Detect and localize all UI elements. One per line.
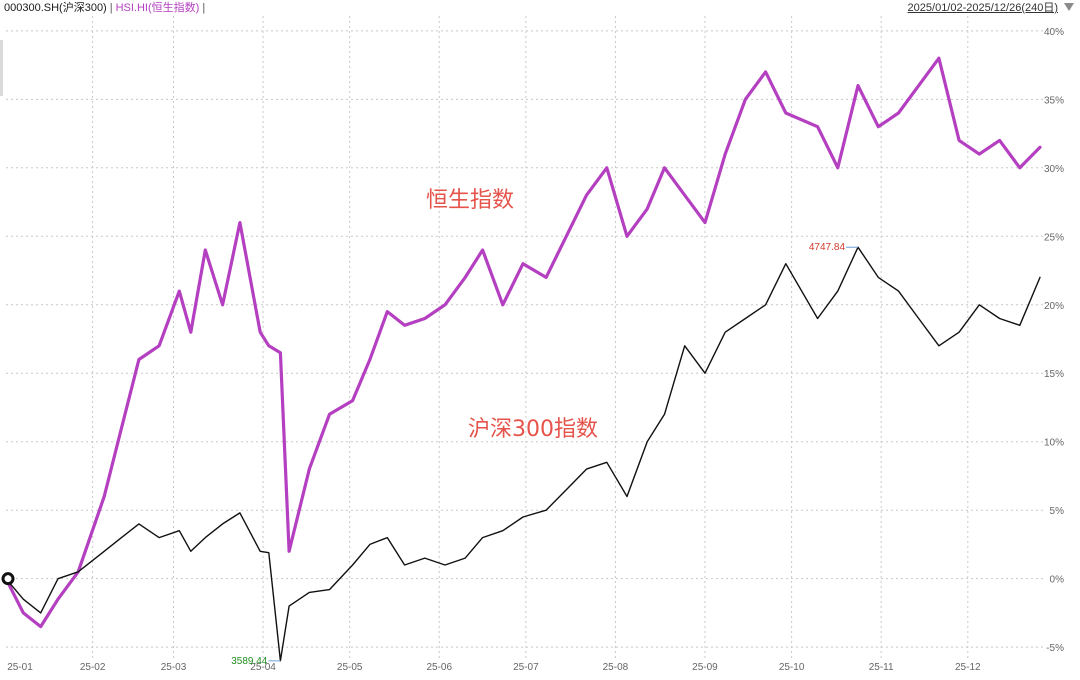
y-tick-label: 0% (1050, 575, 1065, 586)
date-range[interactable]: 2025/01/02-2025/12/26(240日) (908, 0, 1058, 16)
y-axis-ticks: 40% 35% 30% 25% 20% 15% 10% 5% 0% -5% (1044, 27, 1064, 654)
y-tick-label: 35% (1044, 95, 1064, 106)
legend: 000300.SH(沪深300) | HSI.HI(恒生指数) | (4, 0, 208, 16)
x-tick-label: 25-08 (603, 662, 629, 673)
x-tick-label: 25-02 (80, 662, 106, 673)
x-tick-label: 25-07 (513, 662, 539, 673)
scroll-handle[interactable] (0, 40, 3, 96)
legend-csi300[interactable]: 000300.SH(沪深300) (4, 2, 107, 14)
y-tick-label: -5% (1046, 643, 1064, 654)
csi300-line (5, 246, 1041, 662)
x-tick-label: 25-03 (161, 662, 187, 673)
legend-hsi[interactable]: HSI.HI(恒生指数) (115, 2, 200, 14)
y-tick-label: 5% (1050, 506, 1065, 517)
csi300-annotation: 沪深300指数 (468, 417, 598, 442)
y-tick-label: 40% (1044, 27, 1064, 38)
x-tick-label: 25-04 (250, 662, 276, 673)
min-marker-label: 3589.44 (231, 656, 268, 667)
legend-separator-end: | (202, 2, 206, 14)
series-lines (4, 56, 1042, 662)
max-marker-label: 4747.84 (809, 242, 846, 253)
x-tick-label: 25-06 (426, 662, 452, 673)
chart-header: 000300.SH(沪深300) | HSI.HI(恒生指数) | 2025/01/0… (0, 0, 1080, 16)
y-tick-label: 30% (1044, 164, 1064, 175)
origin-marker[interactable] (1, 572, 15, 586)
x-tick-label: 25-12 (955, 662, 981, 673)
y-tick-label: 10% (1044, 438, 1064, 449)
y-tick-label: 25% (1044, 232, 1064, 243)
x-tick-label: 25-11 (869, 662, 894, 673)
date-range-label[interactable]: 2025/01/02-2025/12/26(240日) (907, 2, 1058, 14)
x-tick-label: 25-10 (779, 662, 805, 673)
hsi-line (4, 56, 1042, 629)
chevron-down-icon[interactable] (1064, 3, 1074, 11)
x-tick-label: 25-05 (337, 662, 363, 673)
hsi-annotation: 恒生指数 (426, 188, 514, 213)
x-tick-label: 25-09 (692, 662, 718, 673)
legend-separator: | (109, 2, 113, 14)
extreme-markers: 4747.84 3589.44 (231, 242, 859, 667)
y-tick-label: 15% (1044, 369, 1064, 380)
x-axis-ticks: 25-01 25-02 25-03 25-04 25-05 25-06 25-07 25-08… (7, 662, 981, 673)
y-tick-label: 20% (1044, 301, 1064, 312)
x-tick-label: 25-01 (7, 662, 33, 673)
